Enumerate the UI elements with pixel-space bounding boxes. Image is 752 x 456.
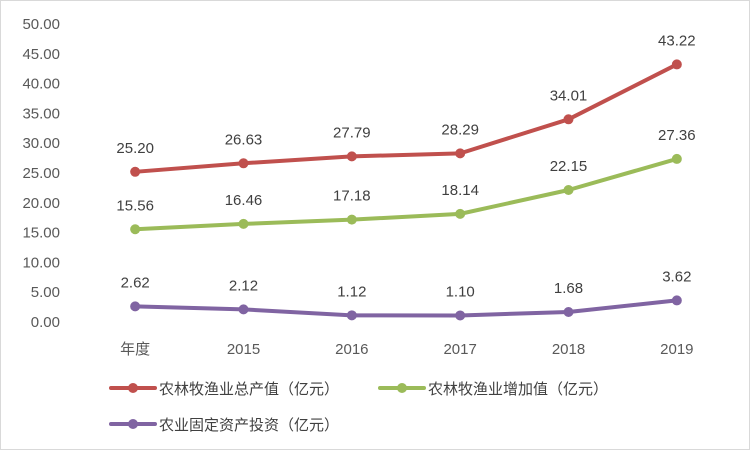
- data-point-marker: [563, 184, 574, 195]
- data-point-marker: [130, 224, 141, 235]
- y-tick-label: 20.00: [22, 195, 60, 212]
- data-label: 1.12: [337, 283, 366, 300]
- legend-marker: [128, 419, 138, 429]
- data-point-marker: [455, 310, 466, 321]
- legend-label: 农林牧渔业增加值（亿元）: [428, 380, 608, 398]
- series-line: [133, 62, 679, 174]
- data-point-marker: [671, 59, 682, 70]
- data-label: 16.46: [225, 192, 263, 209]
- data-label: 2.12: [229, 277, 258, 294]
- data-point-marker: [346, 310, 357, 321]
- data-point-marker: [130, 166, 141, 177]
- data-label: 1.68: [554, 280, 583, 297]
- data-label: 17.18: [333, 188, 371, 205]
- series-layer: [130, 59, 682, 321]
- data-label: 15.56: [116, 197, 154, 214]
- series-line: [133, 156, 679, 232]
- data-point-marker: [346, 214, 357, 225]
- y-tick-label: 0.00: [31, 314, 60, 331]
- x-tick-label: 2018: [552, 341, 585, 358]
- legend-marker: [397, 383, 407, 393]
- x-tick-label: 2019: [660, 341, 693, 358]
- data-label: 27.79: [333, 124, 371, 141]
- legend: 农林牧渔业总产值（亿元） 农林牧渔业增加值（亿元） 农业固定资产投资（亿元）: [109, 380, 608, 434]
- y-tick-label: 35.00: [22, 105, 60, 122]
- data-label: 25.20: [116, 140, 154, 157]
- data-point-marker: [563, 114, 574, 125]
- data-point-marker: [238, 218, 249, 229]
- data-point-marker: [238, 158, 249, 169]
- data-label: 26.63: [225, 131, 263, 148]
- data-point-marker: [455, 148, 466, 159]
- data-label: 3.62: [662, 268, 691, 285]
- x-tick-label: 2015: [227, 341, 260, 358]
- series-line: [133, 298, 679, 318]
- data-label: 43.22: [658, 32, 696, 49]
- legend-label: 农林牧渔业总产值（亿元）: [159, 380, 339, 398]
- data-point-marker: [563, 306, 574, 317]
- data-label-layer: 25.20 26.63 27.79 28.29 34.01 43.22 15.56 16.46…: [116, 32, 695, 300]
- legend-marker: [128, 383, 138, 393]
- y-tick-label: 50.00: [22, 16, 60, 33]
- x-tick-label: 年度: [120, 341, 150, 358]
- data-point-marker: [238, 304, 249, 315]
- data-point-marker: [455, 208, 466, 219]
- data-point-marker: [346, 151, 357, 162]
- data-label: 28.29: [441, 121, 479, 138]
- y-tick-label: 25.00: [22, 165, 60, 182]
- y-tick-label: 30.00: [22, 135, 60, 152]
- x-tick-label: 2017: [443, 341, 476, 358]
- legend-label: 农业固定资产投资（亿元）: [159, 416, 339, 434]
- data-label: 34.01: [550, 87, 588, 104]
- y-tick-label: 15.00: [22, 225, 60, 242]
- y-tick-label: 40.00: [22, 76, 60, 93]
- data-label: 18.14: [441, 182, 479, 199]
- y-tick-label: 45.00: [22, 46, 60, 63]
- x-tick-label: 2016: [335, 341, 368, 358]
- data-label: 1.10: [446, 283, 475, 300]
- data-label: 2.62: [121, 274, 150, 291]
- data-point-marker: [130, 301, 141, 312]
- y-tick-label: 5.00: [31, 284, 60, 301]
- data-label: 27.36: [658, 127, 696, 144]
- data-point-marker: [671, 153, 682, 164]
- y-tick-label: 10.00: [22, 254, 60, 271]
- data-label: 22.15: [550, 158, 588, 175]
- data-point-marker: [671, 295, 682, 306]
- axis-layer: 0.00 5.00 10.00 15.00 20.00 25.00 30.00 35.00 40…: [22, 16, 693, 358]
